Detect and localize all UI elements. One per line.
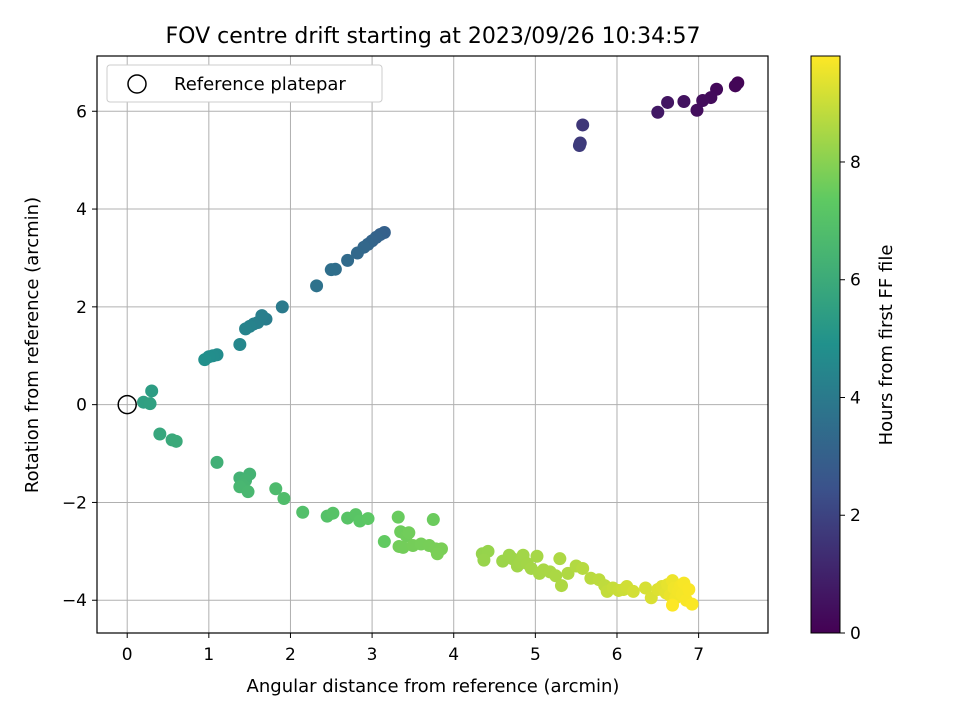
y-axis-label: Rotation from reference (arcmin) [22, 197, 43, 493]
data-point [210, 455, 224, 469]
data-point [576, 561, 590, 575]
data-point [402, 526, 416, 540]
x-tick-label: 1 [203, 645, 214, 665]
colorbar-ticks: 0 2 4 6 8 [840, 153, 861, 644]
y-tick-label: −4 [62, 591, 87, 611]
data-point [239, 322, 253, 336]
data-point [677, 94, 691, 108]
colorbar-tick-label: 4 [850, 388, 861, 408]
y-tick-label: −2 [62, 493, 87, 513]
data-point [626, 584, 640, 598]
data-point [310, 279, 324, 293]
data-point [477, 553, 491, 567]
plot-frame [96, 55, 769, 634]
data-point [169, 434, 183, 448]
colorbar: 0 2 4 6 8 Hours from first FF file [810, 55, 897, 644]
data-point [153, 427, 167, 441]
legend-box [106, 64, 383, 103]
data-point [651, 105, 665, 119]
data-point [553, 552, 567, 566]
data-point [530, 549, 544, 563]
chart-title: FOV centre drift starting at 2023/09/26 … [166, 24, 701, 49]
y-tick-label: 6 [76, 102, 87, 122]
data-point [326, 506, 340, 520]
x-tick-label: 4 [448, 645, 459, 665]
legend-marker-icon [127, 74, 147, 94]
data-point [233, 338, 247, 351]
data-point [554, 579, 568, 593]
data-point [665, 598, 679, 612]
colorbar-gradient [810, 55, 841, 634]
data-point [296, 505, 310, 519]
data-point [682, 582, 696, 596]
data-point [572, 138, 586, 152]
x-axis-label: Angular distance from reference (arcmin) [247, 676, 620, 697]
x-axis-ticks: 0 1 2 3 4 5 6 7 [122, 633, 704, 665]
legend-entry-reference-platepar: Reference platepar [174, 74, 346, 95]
data-point [377, 535, 391, 549]
data-point [696, 93, 710, 107]
data-point [639, 581, 653, 595]
data-point [661, 95, 675, 109]
x-tick-label: 2 [285, 645, 296, 665]
data-point [277, 492, 291, 506]
colorbar-tick-label: 6 [850, 271, 861, 291]
colorbar-label: Hours from first FF file [876, 245, 897, 446]
data-point [426, 513, 440, 527]
reference-platepar-marker [117, 394, 137, 415]
data-point [198, 353, 212, 367]
data-point [350, 246, 364, 260]
data-point [341, 253, 355, 267]
data-point [396, 540, 410, 554]
x-tick-label: 0 [122, 645, 133, 665]
data-point [324, 263, 338, 277]
x-tick-label: 5 [530, 645, 541, 665]
x-tick-label: 6 [612, 645, 623, 665]
data-point [241, 485, 255, 499]
y-tick-label: 0 [76, 396, 87, 416]
legend: Reference platepar [106, 64, 383, 103]
x-tick-label: 3 [367, 645, 378, 665]
data-point [145, 384, 159, 398]
colorbar-tick-label: 2 [850, 506, 861, 526]
data-point [549, 569, 563, 583]
data-point [576, 118, 590, 132]
data-point [685, 597, 699, 611]
y-axis-ticks: −4 −2 0 2 4 6 [62, 102, 97, 611]
x-tick-label: 7 [693, 645, 704, 665]
colorbar-tick-label: 0 [850, 624, 861, 644]
data-point [275, 300, 289, 314]
data-point [728, 79, 742, 93]
colorbar-tick-label: 8 [850, 153, 861, 173]
data-point [361, 512, 375, 526]
y-tick-label: 4 [76, 200, 87, 220]
data-point [269, 482, 283, 496]
y-tick-label: 2 [76, 298, 87, 318]
data-point [430, 547, 444, 561]
data-point [391, 510, 405, 524]
data-point [690, 103, 704, 117]
data-points [137, 76, 745, 612]
data-point [143, 397, 157, 411]
